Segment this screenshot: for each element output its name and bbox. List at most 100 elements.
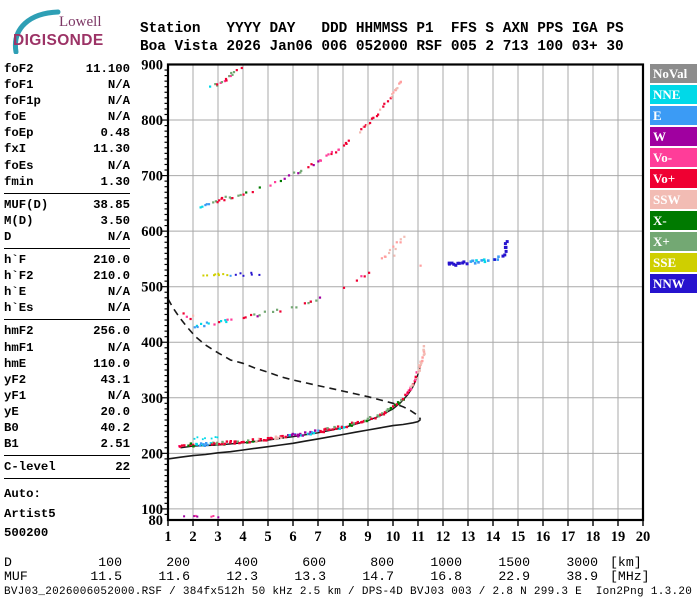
echo-dot [206, 443, 209, 447]
echo-dot [283, 177, 286, 180]
echo-dot [369, 121, 372, 125]
echo-dot [234, 273, 237, 276]
echo-dot [504, 245, 508, 249]
param-row-B0: B0 40.2 [4, 420, 130, 436]
echo-dot [280, 436, 283, 439]
echo-dot [274, 181, 277, 184]
param-row-fmin: fmin 1.30 [4, 174, 130, 190]
y-axis-label: 800 [141, 113, 163, 129]
echo-dot [201, 205, 204, 208]
echo-dot [294, 433, 297, 437]
echo-dot [392, 91, 395, 94]
echo-dot [454, 263, 458, 267]
echo-dot [258, 314, 261, 317]
echo-dot [196, 515, 199, 518]
echo-dot [345, 425, 349, 429]
echo-dot [465, 262, 469, 266]
echo-dot [419, 264, 422, 267]
echo-dot [207, 203, 211, 206]
footer-cell: 1000 [430, 555, 462, 570]
echo-dot [350, 424, 353, 427]
param-value: 1.30 [100, 174, 130, 189]
param-label: C-level [4, 460, 56, 475]
echo-dot [229, 74, 232, 78]
echo-dot [391, 93, 394, 96]
echo-dot [259, 438, 262, 441]
echo-dot [365, 419, 369, 423]
echo-dot [297, 433, 300, 436]
param-value: N/A [107, 301, 130, 316]
echo-dot [196, 325, 199, 329]
echo-dot [279, 435, 282, 438]
bottomside-profile-solid [167, 418, 422, 460]
param-row-C-level: C-level 22 [4, 459, 130, 475]
echo-dot [310, 431, 314, 434]
param-row-yF1: yF1 N/A [4, 388, 130, 404]
x-axis-label: 20 [636, 529, 651, 545]
echo-dot [239, 272, 242, 275]
param-value: 11.100 [85, 62, 130, 76]
echo-dot [246, 441, 249, 444]
footer-cell: 11.6 [158, 569, 190, 584]
param-value: 43.1 [100, 372, 130, 387]
echo-dot [269, 184, 272, 187]
param-row-h`Es: h`Es N/A [4, 300, 130, 316]
param-row-B1: B1 2.51 [4, 436, 130, 452]
echo-dot [242, 274, 245, 277]
echo-dot [306, 432, 310, 436]
echo-dot [299, 171, 302, 174]
x-axis-label: 13 [461, 529, 476, 545]
param-label: h`E [4, 285, 27, 300]
logo-digisonde-text: DIGISONDE [13, 32, 104, 49]
param-label: foEs [4, 158, 34, 173]
echo-dot [210, 515, 213, 518]
echo-dot [399, 241, 402, 244]
echo-dot [325, 154, 328, 157]
autoscaling-info: Auto: Artist5 500200 [4, 481, 130, 544]
echo-dot [383, 255, 386, 258]
echo-dot [233, 442, 236, 445]
footer-cell: 3000 [566, 555, 598, 570]
echo-dot [210, 443, 214, 446]
x-axis-label: 14 [486, 529, 501, 545]
echo-dot [335, 151, 338, 154]
echo-dot [417, 368, 421, 371]
legend-item-SSE: SSE [650, 253, 697, 272]
param-label: foF1 [4, 78, 34, 93]
echo-dot [327, 153, 330, 156]
x-axis-label: 12 [436, 529, 451, 545]
echo-dot [356, 420, 359, 424]
y-axis-label: 100 [141, 502, 163, 518]
param-group: hmF2 256.0 hmF1 N/A hmE 110.0 yF2 43.1 yF1 N/A yE 2… [4, 322, 130, 457]
echo-dot [179, 445, 182, 448]
echo-dot [199, 442, 203, 445]
x-axis-label: 6 [289, 529, 296, 545]
echo-dot [326, 427, 329, 430]
echo-dot [399, 81, 402, 84]
echo-dot [267, 437, 270, 440]
footer-cell: 38.9 [566, 569, 598, 584]
echo-dot [204, 437, 206, 440]
echo-dot [226, 274, 229, 277]
param-label: hmF2 [4, 324, 34, 339]
echo-dot [210, 437, 213, 440]
distance-row: D 100 200 400 600 800 1000 1500 3000 [km] [4, 556, 700, 570]
echo-dot [422, 345, 426, 348]
param-row-M(D): M(D) 3.50 [4, 213, 130, 229]
echo-dot [315, 299, 318, 302]
echo-dot [361, 420, 364, 424]
echo-dot [323, 428, 326, 431]
echo-dot [368, 271, 371, 274]
echo-dot [300, 434, 303, 437]
echo-dot [309, 300, 312, 303]
echo-dot [471, 259, 475, 263]
y-axis-label: 500 [141, 280, 163, 296]
echo-dot [215, 443, 218, 446]
echo-dot [297, 435, 300, 438]
echo-dot [214, 200, 217, 203]
autoscaling-line: Auto: [4, 487, 41, 502]
echo-dot [201, 438, 204, 441]
echo-dot [217, 516, 220, 519]
param-value: N/A [107, 340, 130, 355]
echo-dot [355, 279, 358, 282]
